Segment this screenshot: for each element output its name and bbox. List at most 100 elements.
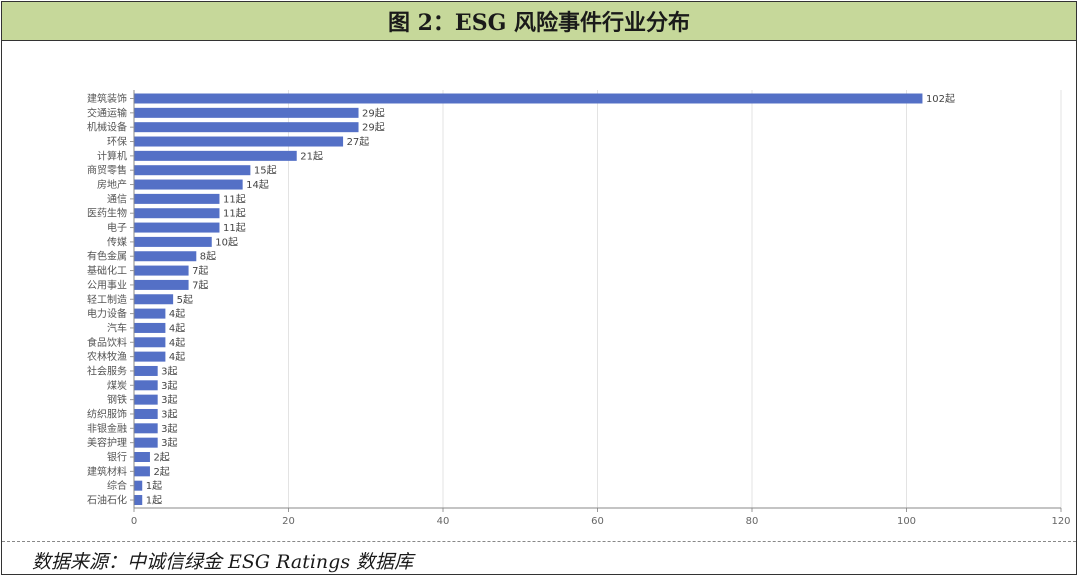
category-label: 钢铁	[107, 393, 127, 406]
bar	[134, 93, 923, 104]
bar	[134, 251, 197, 262]
category-label: 商贸零售	[87, 164, 127, 177]
data-label: 3起	[161, 380, 177, 392]
data-label: 11起	[223, 222, 246, 234]
category-label: 农林牧渔	[87, 350, 127, 363]
bar	[134, 265, 189, 276]
category-label: 社会服务	[87, 364, 127, 377]
bar	[134, 165, 251, 176]
x-tick-label: 100	[897, 516, 916, 527]
data-label: 102起	[926, 93, 955, 105]
data-label: 14起	[246, 179, 269, 191]
category-label: 电力设备	[87, 307, 127, 320]
category-label: 基础化工	[87, 264, 127, 277]
bar	[134, 279, 189, 290]
data-label: 7起	[192, 265, 208, 277]
category-label: 公用事业	[87, 278, 127, 291]
category-label: 建筑材料	[87, 465, 127, 478]
category-label: 美容护理	[87, 436, 127, 449]
bar	[134, 351, 166, 362]
category-label: 计算机	[97, 149, 127, 162]
category-label: 建筑装饰	[87, 92, 127, 105]
data-label: 2起	[153, 452, 169, 464]
bar	[134, 495, 143, 506]
data-label: 21起	[300, 150, 323, 162]
bar	[134, 308, 166, 319]
data-label: 3起	[161, 394, 177, 406]
data-label: 10起	[215, 236, 238, 248]
data-label: 3起	[161, 423, 177, 435]
data-label: 2起	[153, 466, 169, 478]
bar	[134, 337, 166, 348]
category-label: 传媒	[107, 236, 127, 248]
bar	[134, 236, 212, 247]
x-tick-label: 60	[591, 516, 604, 527]
figure-title: 图 2：ESG 风险事件行业分布	[387, 10, 691, 36]
category-label: 房地产	[97, 178, 127, 191]
title-bar: 图 2：ESG 风险事件行业分布	[2, 2, 1076, 41]
data-label: 1起	[146, 480, 162, 492]
x-tick-label: 40	[437, 516, 450, 527]
data-label: 11起	[223, 208, 246, 220]
bar	[134, 107, 359, 118]
category-label: 机械设备	[87, 121, 127, 134]
data-label: 4起	[169, 322, 185, 334]
bar	[134, 480, 143, 491]
bar	[134, 452, 150, 462]
x-tick-label: 20	[282, 516, 295, 527]
data-label: 7起	[192, 279, 208, 291]
data-label: 5起	[177, 294, 193, 306]
data-label: 8起	[200, 251, 216, 263]
category-label: 有色金属	[87, 250, 127, 263]
data-label: 4起	[169, 308, 185, 320]
data-label: 27起	[347, 136, 370, 148]
category-label: 食品饮料	[87, 336, 127, 349]
category-label: 非银金融	[87, 422, 127, 435]
bar	[134, 122, 359, 133]
data-label: 3起	[161, 437, 177, 449]
source-divider	[2, 541, 1076, 542]
bar	[134, 208, 220, 219]
data-label: 3起	[161, 365, 177, 377]
bar	[134, 365, 158, 376]
x-tick-label: 80	[746, 516, 759, 527]
category-label: 环保	[107, 135, 127, 148]
data-label: 3起	[161, 408, 177, 420]
bar	[134, 150, 297, 161]
category-label: 轻工制造	[87, 293, 127, 306]
bar	[134, 222, 220, 233]
bar	[134, 380, 158, 391]
data-label: 29起	[362, 107, 385, 119]
data-label: 1起	[146, 495, 162, 507]
bar	[134, 437, 158, 448]
category-label: 煤炭	[107, 379, 127, 392]
data-label: 4起	[169, 351, 185, 363]
data-label: 4起	[169, 337, 185, 349]
data-label: 15起	[254, 165, 277, 177]
bar	[134, 466, 150, 477]
bar	[134, 394, 158, 405]
category-label: 综合	[107, 479, 127, 492]
bar	[134, 294, 174, 305]
category-label: 汽车	[107, 321, 127, 334]
category-label: 医药生物	[87, 207, 127, 220]
x-tick-label: 120	[1051, 516, 1070, 527]
category-label: 通信	[107, 193, 127, 205]
x-tick-label: 0	[131, 516, 137, 527]
bar	[134, 423, 158, 434]
bar	[134, 179, 243, 190]
source-note: 数据来源：中诚信绿金 ESG Ratings 数据库	[32, 551, 414, 573]
category-label: 交通运输	[87, 106, 127, 119]
category-label: 石油石化	[87, 494, 127, 507]
category-label: 纺织服饰	[87, 407, 127, 420]
data-label: 11起	[223, 193, 246, 205]
data-label: 29起	[362, 122, 385, 134]
bar	[134, 193, 220, 204]
category-label: 电子	[107, 221, 127, 234]
bar	[134, 322, 166, 333]
category-label: 银行	[107, 451, 127, 464]
bar	[134, 136, 344, 147]
bar	[134, 408, 158, 419]
